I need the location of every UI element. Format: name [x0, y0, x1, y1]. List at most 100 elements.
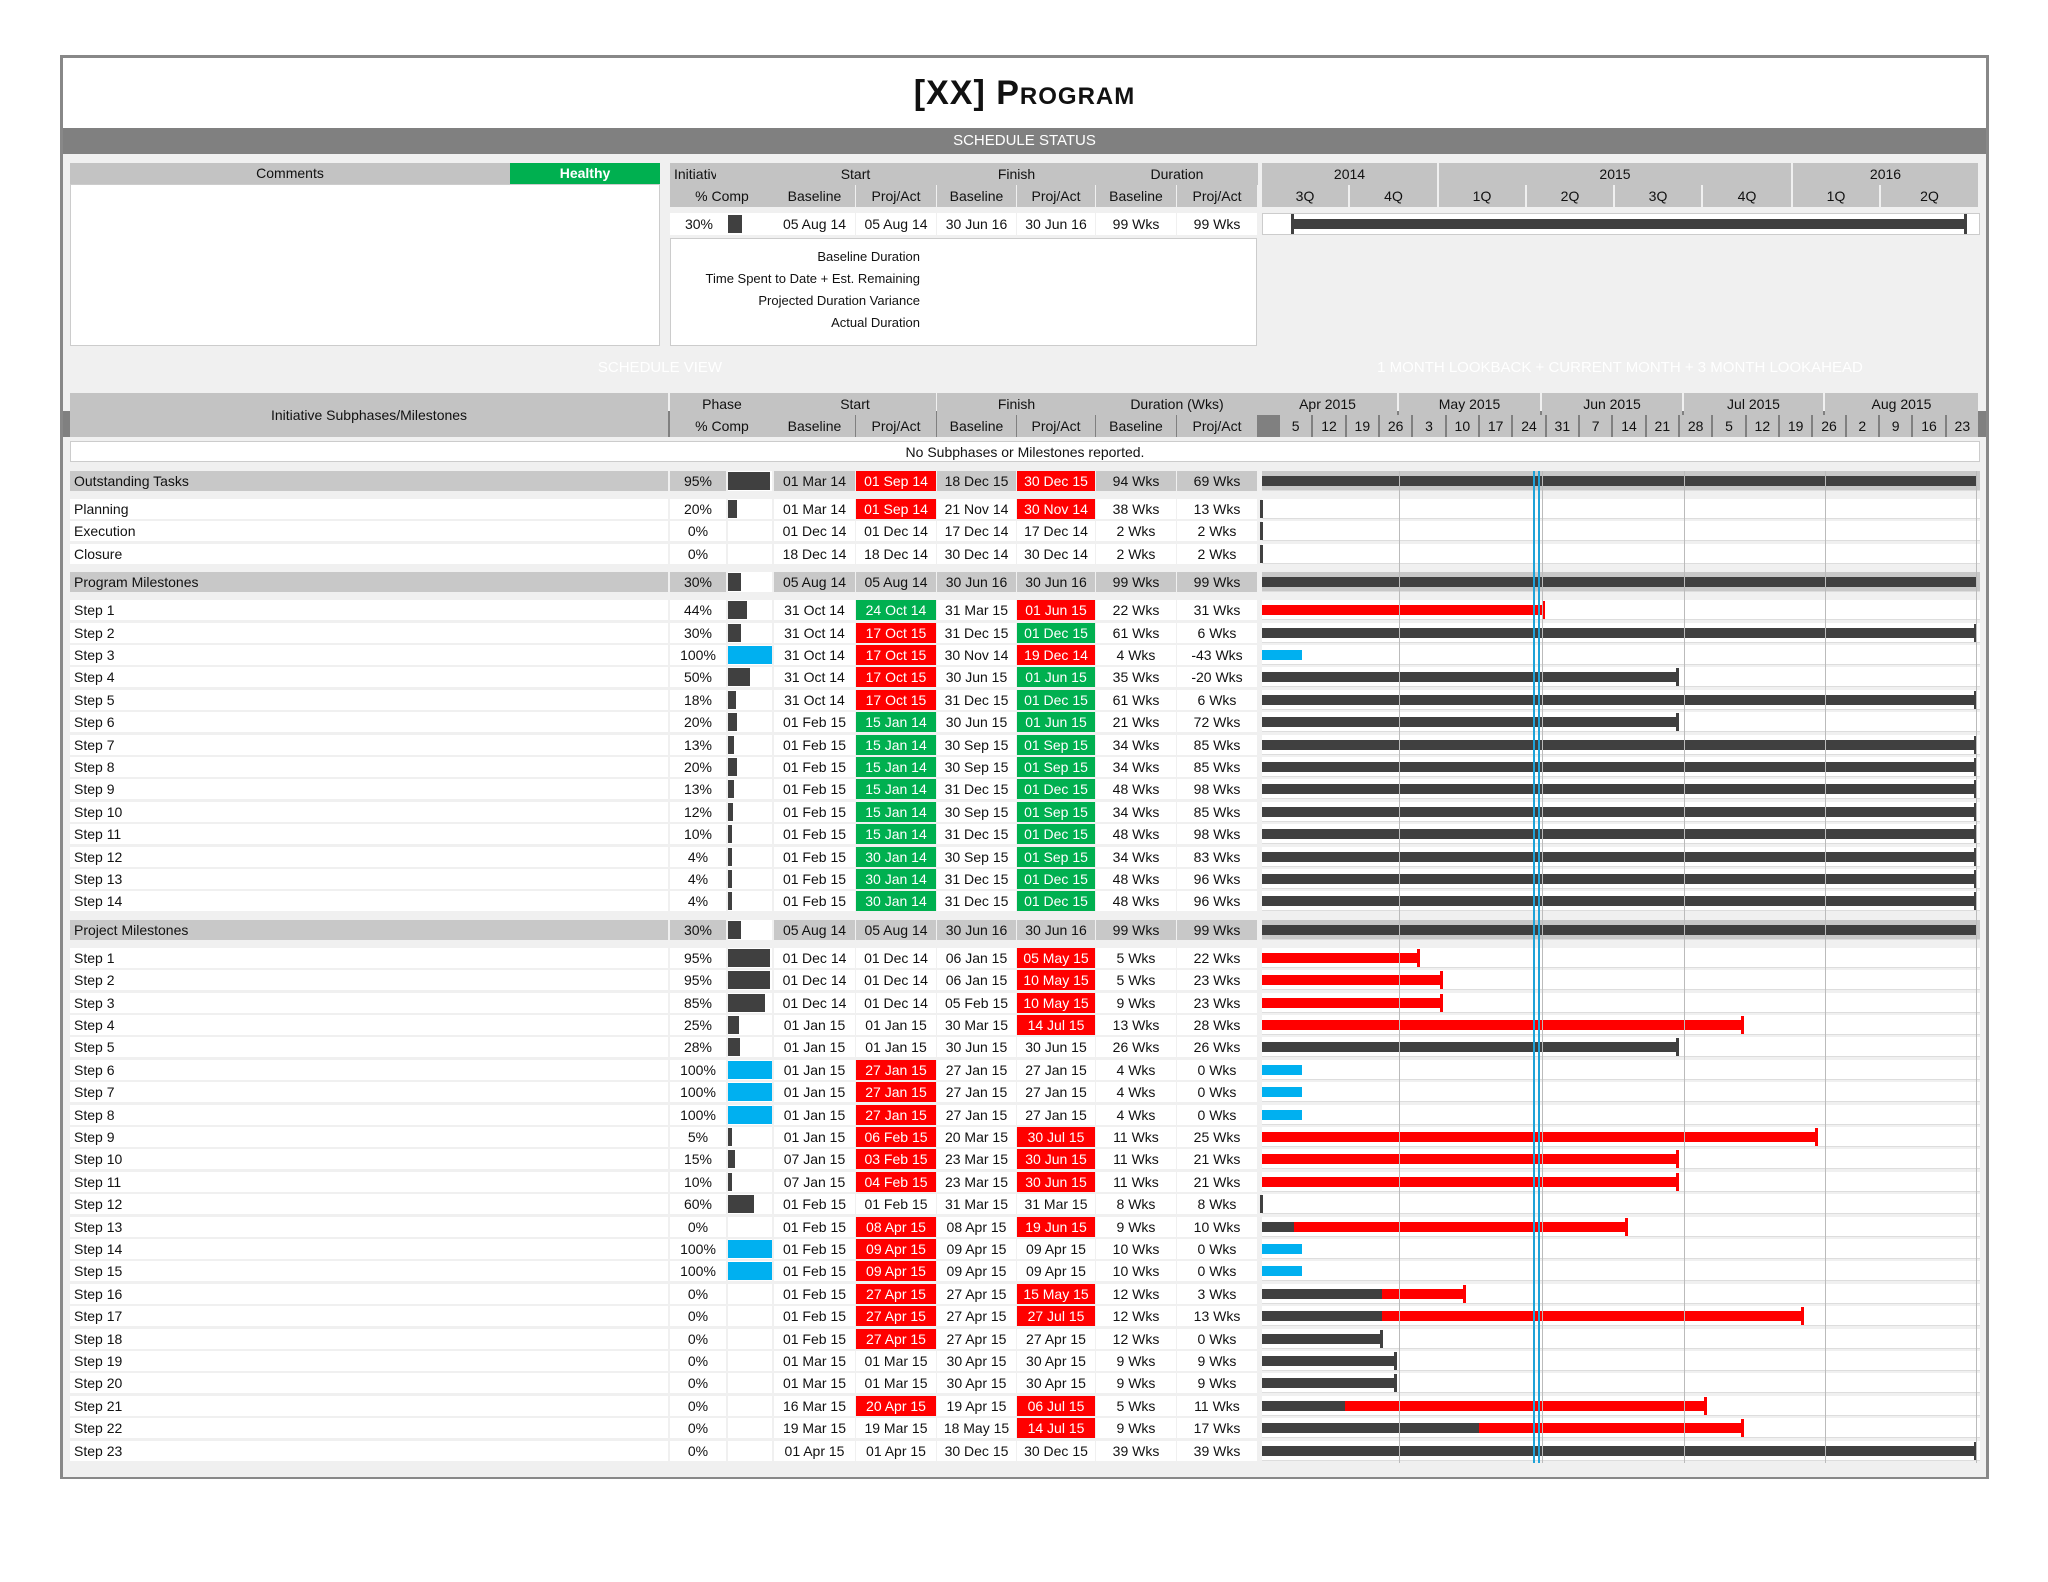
row-1-1-name: Step 2 [70, 622, 668, 643]
row-1-11-pct: 4% [670, 846, 726, 867]
row-1-9-gantt-end [1974, 802, 1977, 821]
row-2-9-fp: 30 Jun 15 [1017, 1149, 1095, 1170]
row-1-9-fb: 30 Sep 15 [937, 801, 1016, 822]
row-1-11-pct-bar [728, 847, 732, 866]
view-h-duration: Duration (Wks) [1096, 393, 1258, 415]
row-2-0-sb: 01 Dec 14 [774, 947, 855, 968]
row-2-4-name: Step 5 [70, 1037, 668, 1058]
row-2-17-gantt-bg [1262, 1328, 1980, 1349]
row-0-2-dp: 2 Wks [1177, 543, 1257, 564]
row-0-1-gantt-bg [1262, 521, 1980, 542]
row-2-8-fb: 20 Mar 15 [937, 1127, 1016, 1147]
row-2-2-dp: 23 Wks [1177, 992, 1257, 1013]
row-1-10-sb: 01 Feb 15 [774, 824, 855, 845]
row-1-4-db: 61 Wks [1096, 689, 1176, 710]
month-grid-4 [1976, 471, 1977, 1463]
row-2-10-name: Step 11 [70, 1171, 668, 1192]
row-2-1-gantt-end [1440, 971, 1444, 990]
row-1-12-fp: 01 Dec 15 [1017, 869, 1095, 889]
row-2-2-sp: 01 Dec 14 [856, 992, 936, 1013]
row-2-7-sp: 27 Jan 15 [856, 1104, 936, 1125]
row-2-0-db: 5 Wks [1096, 947, 1176, 968]
week-9: 7 [1580, 415, 1612, 437]
month-3: Jul 2015 [1684, 393, 1823, 415]
row-2-22-db: 39 Wks [1096, 1440, 1176, 1461]
schedule-view-label: SCHEDULE VIEW [597, 359, 723, 376]
row-1-13-dp: 96 Wks [1177, 891, 1257, 912]
row-2-20-gantt-base [1262, 1400, 1346, 1411]
row-0-0-gantt-end [1260, 500, 1263, 518]
row-2-5-fp: 27 Jan 15 [1017, 1059, 1095, 1080]
row-1-7-fp: 01 Sep 15 [1017, 757, 1095, 777]
row-1-2-db: 4 Wks [1096, 645, 1176, 665]
row-2-20-dp: 11 Wks [1177, 1395, 1257, 1416]
row-2-13-db: 10 Wks [1096, 1239, 1176, 1259]
row-2-7-gantt-bg [1262, 1104, 1980, 1125]
row-1-4-fp: 01 Dec 15 [1017, 689, 1095, 710]
row-2-14-sb: 01 Feb 15 [774, 1261, 855, 1282]
row-2-7-pct: 100% [670, 1104, 726, 1125]
row-1-6-pct-cell [728, 734, 772, 755]
row-2-18-name: Step 19 [70, 1351, 668, 1371]
row-1-1-sb: 31 Oct 14 [774, 622, 855, 643]
row-1-11-gantt-end [1974, 847, 1977, 866]
row-1-13-pct: 4% [670, 891, 726, 912]
group-row-0-fb: 18 Dec 15 [937, 471, 1016, 491]
row-2-1-fb: 06 Jan 15 [937, 970, 1016, 991]
row-1-6-pct-bar [728, 735, 734, 754]
row-2-17-db: 12 Wks [1096, 1328, 1176, 1349]
row-1-7-pct-bar [728, 758, 737, 776]
row-2-10-dp: 21 Wks [1177, 1171, 1257, 1192]
row-1-0-dp: 31 Wks [1177, 600, 1257, 621]
row-2-3-db: 13 Wks [1096, 1015, 1176, 1035]
row-2-18-fb: 30 Apr 15 [937, 1351, 1016, 1371]
row-1-10-dp: 98 Wks [1177, 824, 1257, 845]
row-2-9-gantt-end [1676, 1150, 1680, 1169]
row-1-0-db: 22 Wks [1096, 600, 1176, 621]
row-2-19-name: Step 20 [70, 1373, 668, 1394]
row-2-7-fb: 27 Jan 15 [937, 1104, 1016, 1125]
group-row-1-fb: 30 Jun 16 [937, 572, 1016, 593]
row-1-4-sp: 17 Oct 15 [856, 689, 936, 710]
row-1-8-dp: 98 Wks [1177, 779, 1257, 800]
week-15: 19 [1780, 415, 1812, 437]
row-1-11-fb: 30 Sep 15 [937, 846, 1016, 867]
status-h-pctfill [716, 163, 774, 185]
row-2-22-pct-cell [728, 1440, 772, 1461]
row-1-2-dp: -43 Wks [1177, 645, 1257, 665]
row-2-13-fp: 09 Apr 15 [1017, 1239, 1095, 1259]
group-row-2-db: 99 Wks [1096, 919, 1176, 940]
row-2-11-gantt-bg [1262, 1194, 1980, 1215]
row-2-13-name: Step 14 [70, 1239, 668, 1259]
group-row-0-fp: 30 Dec 15 [1017, 471, 1095, 491]
group-row-2-sp: 05 Aug 14 [856, 919, 936, 940]
row-1-3-pct: 50% [670, 667, 726, 688]
row-2-1-dp: 23 Wks [1177, 970, 1257, 991]
row-2-1-fp: 10 May 15 [1017, 970, 1095, 991]
row-1-9-dp: 85 Wks [1177, 801, 1257, 822]
quarter-3: 2Q [1527, 185, 1613, 207]
row-1-1-dp: 6 Wks [1177, 622, 1257, 643]
row-1-12-dp: 96 Wks [1177, 869, 1257, 889]
row-1-1-fp: 01 Dec 15 [1017, 622, 1095, 643]
row-2-18-pct-cell [728, 1351, 772, 1371]
row-0-2-pct: 0% [670, 543, 726, 564]
week-2: 19 [1346, 415, 1378, 437]
row-0-1-sb: 01 Dec 14 [774, 521, 855, 542]
row-1-11-sb: 01 Feb 15 [774, 846, 855, 867]
row-2-12-gantt-var [1294, 1221, 1628, 1232]
group-row-2-name: Project Milestones [70, 919, 668, 940]
month-4: Aug 2015 [1825, 393, 1978, 415]
row-2-4-gantt-base [1262, 1042, 1679, 1053]
legend-item: Time Spent to Date + Est. Remaining [705, 271, 920, 286]
row-1-3-name: Step 4 [70, 667, 668, 688]
row-2-0-name: Step 1 [70, 947, 668, 968]
row-2-21-gantt-end [1740, 1419, 1744, 1438]
row-1-12-pct-cell [728, 869, 772, 889]
row-2-0-fp: 05 May 15 [1017, 947, 1095, 968]
row-2-2-pct: 85% [670, 992, 726, 1013]
status-h-dur-b: Baseline [1096, 185, 1176, 207]
view-h-start: Start [774, 393, 936, 415]
row-0-0-sp: 01 Sep 14 [856, 499, 936, 519]
row-2-7-name: Step 8 [70, 1104, 668, 1125]
